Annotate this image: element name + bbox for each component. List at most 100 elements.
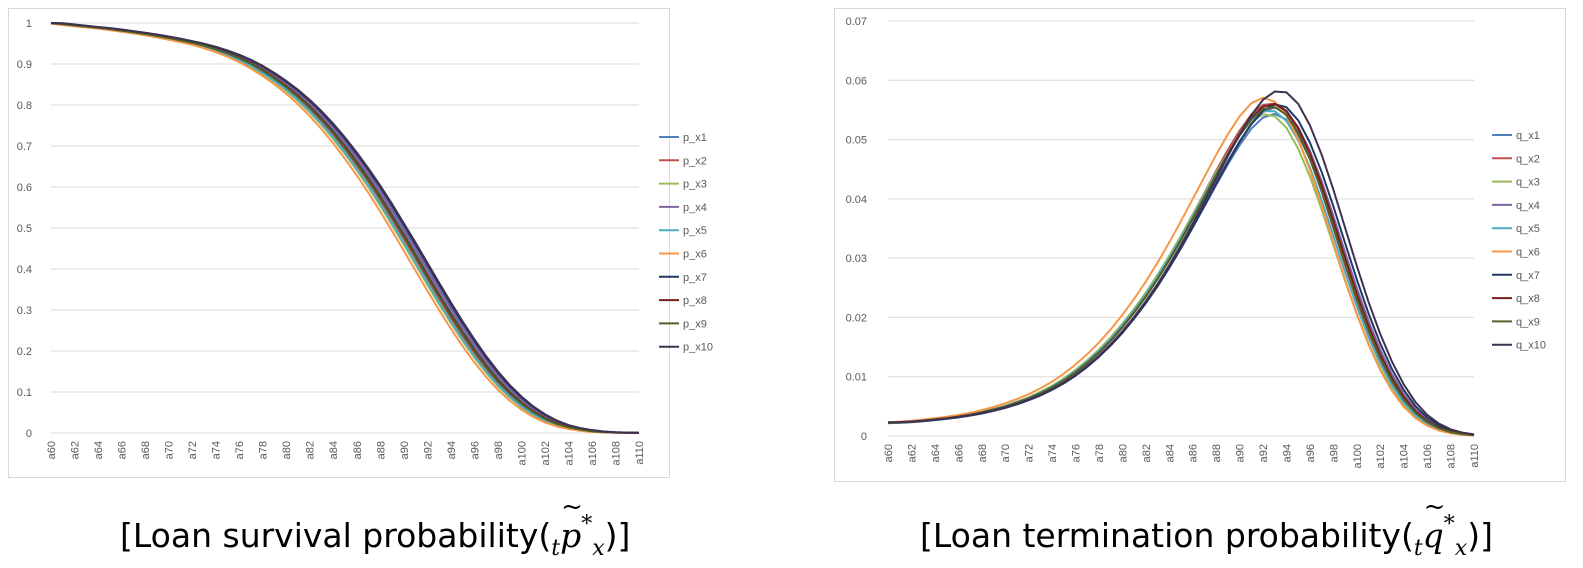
x-tick-label: a68 <box>977 444 989 462</box>
y-tick-label: 0.04 <box>846 194 867 206</box>
x-tick-label: a102 <box>540 441 552 465</box>
caption-sub: t <box>551 536 561 561</box>
legend-item-p-x7: p_x7 <box>659 272 707 284</box>
y-tick-label: 0.9 <box>17 59 32 71</box>
legend-item-p-x3: p_x3 <box>659 179 707 191</box>
y-tick-label: 0.03 <box>846 253 867 265</box>
legend-label: p_x9 <box>683 318 707 330</box>
termination-chart-frame: 0 0.01 0.02 0.03 0.04 0.05 0.06 0.07 a60 a62 a64 a6… <box>834 8 1566 482</box>
x-tick-label: a106 <box>587 441 599 465</box>
x-tick-label: a110 <box>634 441 646 465</box>
x-tick-label: a68 <box>140 441 152 459</box>
x-tick-label: a94 <box>1281 444 1293 462</box>
x-tick-label: a104 <box>1399 444 1411 468</box>
legend-label: q_x4 <box>1516 200 1540 212</box>
x-tick-label: a76 <box>1071 444 1083 462</box>
x-tick-label: a62 <box>70 441 82 459</box>
caption-sup: * <box>1443 512 1455 537</box>
x-tick-label: a80 <box>1117 444 1129 462</box>
series-line-p-x10 <box>50 22 640 434</box>
y-tick-label: 0.3 <box>17 305 32 317</box>
legend-label: q_x10 <box>1516 340 1546 352</box>
legend-item-q-x1: q_x1 <box>1492 130 1540 142</box>
termination-chart-caption: [Loan termination probability(tq*x)] <box>920 492 1493 561</box>
legend-item-p-x9: p_x9 <box>659 318 707 330</box>
legend-item-q-x9: q_x9 <box>1492 316 1540 328</box>
x-tick-label: a92 <box>422 441 434 459</box>
legend-label: q_x7 <box>1516 270 1540 282</box>
x-tick-label: a82 <box>1141 444 1153 462</box>
x-tick-label: a62 <box>906 444 918 462</box>
x-tick-label: a72 <box>187 441 199 459</box>
series-line-q-x5 <box>887 110 1475 437</box>
legend-item-q-x10: q_x10 <box>1492 340 1546 352</box>
caption-sub: t <box>1413 536 1423 561</box>
caption-math: tp*x <box>551 492 604 561</box>
x-tick-label: a98 <box>1328 444 1340 462</box>
termination-chart-panel: 0 0.01 0.02 0.03 0.04 0.05 0.06 0.07 a60 a62 a64 a6… <box>820 0 1583 568</box>
x-tick-label: a80 <box>281 441 293 459</box>
caption-var: p <box>560 492 583 555</box>
legend-label: p_x8 <box>683 295 707 307</box>
x-tick-label: a76 <box>234 441 246 459</box>
y-tick-label: 0.01 <box>846 372 867 384</box>
caption-suffix: )] <box>604 516 631 555</box>
legend-item-p-x1: p_x1 <box>659 132 707 144</box>
x-tick-label: a86 <box>1188 444 1200 462</box>
series-line-p-x6 <box>50 22 640 434</box>
legend-item-p-x6: p_x6 <box>659 249 707 261</box>
legend-label: q_x6 <box>1516 247 1540 259</box>
x-tick-label: a64 <box>93 441 105 459</box>
series-line-q-x7 <box>887 103 1475 436</box>
legend-label: q_x2 <box>1516 153 1540 165</box>
legend-label: p_x6 <box>683 249 707 261</box>
x-tick-label: a110 <box>1469 444 1481 468</box>
survival-chart: 0 0.1 0.2 0.3 0.4 0.5 0.6 0.7 0.8 0.9 1 a60 a62 a64 a6… <box>17 18 713 465</box>
legend-item-q-x3: q_x3 <box>1492 177 1540 189</box>
caption-prefix: [Loan termination probability( <box>920 516 1414 555</box>
legend-label: p_x1 <box>683 132 707 144</box>
y-tick-label: 0.5 <box>17 223 32 235</box>
legend-item-p-x4: p_x4 <box>659 202 707 214</box>
legend-item-q-x8: q_x8 <box>1492 293 1540 305</box>
legend-item-p-x5: p_x5 <box>659 225 707 237</box>
x-tick-label: a98 <box>493 441 505 459</box>
y-tick-label: 0.1 <box>17 387 32 399</box>
caption-math: tq*x <box>1414 492 1467 561</box>
series-line-q-x8 <box>887 102 1475 437</box>
x-tick-label: a100 <box>1352 444 1364 468</box>
x-tick-label: a74 <box>211 441 223 459</box>
x-tick-label: a100 <box>516 441 528 465</box>
legend-label: q_x3 <box>1516 177 1540 189</box>
series-line-p-x9 <box>50 22 640 434</box>
series-line-q-x1 <box>887 112 1475 437</box>
x-tick-label: a86 <box>352 441 364 459</box>
legend-label: p_x5 <box>683 225 707 237</box>
series-line-q-x4 <box>887 106 1475 436</box>
x-tick-label: a102 <box>1375 444 1387 468</box>
x-tick-label: a108 <box>1446 444 1458 468</box>
x-tick-label: a96 <box>469 441 481 459</box>
y-tick-label: 0 <box>26 428 32 440</box>
x-tick-label: a78 <box>258 441 270 459</box>
x-tick-label: a88 <box>375 441 387 459</box>
legend-label: p_x2 <box>683 155 707 167</box>
caption-suffix: )] <box>1467 516 1493 555</box>
legend-label: p_x7 <box>683 272 707 284</box>
series-line-q-x9 <box>887 106 1475 437</box>
x-tick-label: a82 <box>305 441 317 459</box>
x-tick-label: a78 <box>1094 444 1106 462</box>
survival-chart-frame: 0 0.1 0.2 0.3 0.4 0.5 0.6 0.7 0.8 0.9 1 a60 a62 a64 a6… <box>8 8 713 478</box>
legend-label: q_x8 <box>1516 293 1540 305</box>
legend-item-p-x10: p_x10 <box>659 342 713 354</box>
x-tick-label: a64 <box>930 444 942 462</box>
x-tick-label: a74 <box>1047 444 1059 462</box>
legend-label: q_x5 <box>1516 223 1540 235</box>
x-tick-label: a66 <box>953 444 965 462</box>
caption-var-sub: x <box>1454 536 1468 561</box>
legend-label: p_x10 <box>683 342 713 354</box>
x-tick-label: a60 <box>46 441 58 459</box>
y-tick-label: 0.05 <box>846 135 867 147</box>
series-line-q-x10 <box>887 90 1475 436</box>
legend-label: p_x4 <box>683 202 707 214</box>
